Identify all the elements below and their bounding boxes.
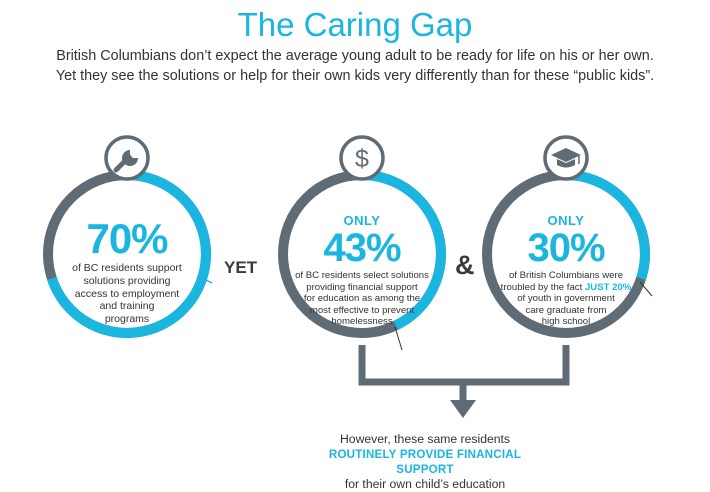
conclusion-highlight: ROUTINELY PROVIDE FINANCIAL SUPPORT [328, 448, 522, 476]
arrow-down-icon [450, 400, 476, 418]
stat-desc-1-line: solutions providing [83, 274, 171, 287]
stat-desc-1-line: programs [104, 313, 150, 326]
intro-line-2: Yet they see the solutions or help for t… [55, 68, 655, 84]
conclusion-line-1: However, these same residents [339, 432, 511, 446]
stat-desc-2-line: providing financial support [306, 281, 418, 293]
page-title: The Caring Gap [237, 6, 473, 43]
stat-desc-3-line: of British Columbians were [508, 270, 624, 281]
stat-desc-3-line: high school [541, 316, 591, 328]
conclusion-line-3: for their own child’s education [344, 477, 506, 491]
stat-desc-1-line: of BC residents support [72, 262, 182, 274]
connector-yet: YET [224, 258, 258, 277]
stat-desc-3-line: of youth in government [517, 293, 615, 305]
stat-text-2: ONLY 43% of BC residents select solution… [292, 213, 432, 328]
connector-ampersand: & [455, 250, 475, 280]
stat-desc-3-line: care graduate from [525, 304, 607, 316]
stat-desc-3-line: troubled by the fact JUST 20% [496, 282, 636, 294]
stat-text-3: ONLY 30% of British Columbians were trou… [496, 213, 636, 328]
stat-desc-1-line: and training [99, 300, 155, 313]
stat-desc-1: of BC residents support solutions provid… [67, 262, 187, 326]
stat-text-1: 70% of BC residents support solutions pr… [67, 218, 187, 326]
stat-desc-1-line: access to employment [74, 287, 180, 300]
intro-line-1: British Columbians don’t expect the aver… [56, 48, 654, 64]
progress-arc-3 [565, 170, 650, 280]
svg-text:$: $ [355, 145, 369, 173]
stat-percent-2: 43% [323, 226, 401, 270]
stat-desc-3-highlight: JUST 20% [584, 281, 632, 293]
stat-desc-3-text: troubled by the fact [500, 281, 585, 293]
stat-only-2: ONLY [343, 213, 381, 228]
stat-percent-1: 70% [86, 215, 168, 262]
wrench-icon [104, 135, 150, 181]
stat-desc-2-line: for education as among the [303, 293, 421, 305]
stat-only-3: ONLY [547, 213, 585, 228]
bracket-connector [358, 345, 570, 418]
progress-arc-2 [361, 170, 446, 331]
conclusion-text: However, these same residents ROUTINELY … [300, 432, 550, 492]
intro-text: British Columbians don’t expect the aver… [4, 46, 706, 86]
stat-desc-2: of BC residents select solutions providi… [292, 270, 432, 328]
graduation-cap-icon [543, 135, 589, 181]
dollar-icon: $ [339, 135, 385, 181]
stat-desc-2-line: most effective to prevent [309, 304, 415, 316]
stat-percent-3: 30% [527, 226, 605, 270]
stat-desc-2-line: of BC residents select solutions [295, 270, 429, 281]
progress-arc-1 [47, 170, 211, 338]
stat-desc-2-line: homelessness [331, 316, 393, 328]
stat-desc-3: of British Columbians were troubled by t… [496, 270, 636, 328]
